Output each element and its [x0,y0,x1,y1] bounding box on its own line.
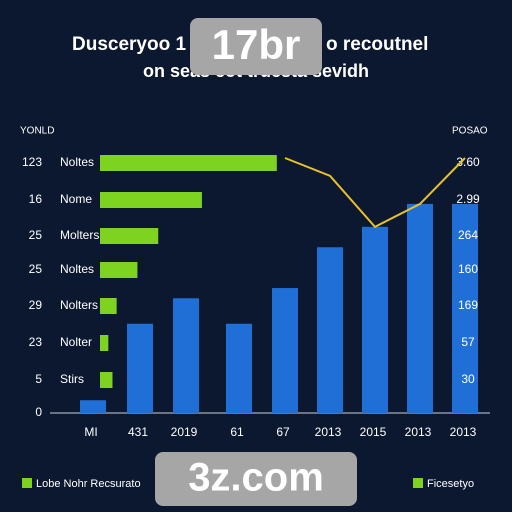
watermark-text: 17br [212,21,301,68]
row-label: Nolter [60,335,92,349]
bar [127,323,153,413]
bar [80,400,106,413]
y-tick-label: 25 [29,262,43,276]
row-bar [100,192,202,208]
x-tick-label: 67 [276,425,290,439]
right-label: 2.99 [456,192,480,206]
row-bar [100,155,277,171]
right-label: 57 [461,335,475,349]
marks: MI 431 2019 61 67 2013 2015 2013 2013 Noltes 3.60 N… [22,155,480,439]
x-tick-label: 2015 [360,425,387,439]
bar [362,226,388,413]
legend-swatch [413,478,423,488]
bar [272,288,298,413]
right-label: 264 [458,228,478,242]
row-label: Noltes [60,155,94,169]
title-left: Dusceryoo 1 [72,34,186,55]
legend-label: Lobe Nohr Recsurato [36,478,141,490]
right-label: 160 [458,262,478,276]
bar [407,203,433,413]
x-tick-label: 2013 [450,425,477,439]
right-label: 3.60 [456,155,480,169]
legend-label: Ficesetyo [427,478,474,490]
bar [173,298,199,413]
bar [226,323,252,413]
y-tick-label: 16 [29,192,43,206]
right-label: 169 [458,298,478,312]
right-axis-label: POSAO [452,126,488,137]
row-label: Nome [60,192,92,206]
x-tick-label: 431 [128,425,148,439]
row-bar [100,228,159,244]
x-tick-label: 61 [230,425,244,439]
line [284,157,466,229]
title-right: o recoutnel [326,34,428,55]
y-tick-label: 25 [29,228,43,242]
watermark-badge [155,452,357,506]
y-tick-label: 23 [29,335,43,349]
bar [452,203,478,413]
row-label: Noltes [60,262,94,276]
y-tick-label: 5 [35,372,42,386]
y-tick-label: 0 [35,405,42,419]
y-tick-label: 123 [22,155,42,169]
x-tick-label: 2019 [171,425,198,439]
legend-swatch [22,478,32,488]
row-label: Nolters [60,298,98,312]
row-label: Molters [60,228,99,242]
watermark-badge [190,18,322,75]
row-bar [100,298,117,314]
x-tick-label: 2013 [315,425,342,439]
left-axis-label: YONLD [20,126,54,137]
row-label: Stirs [60,372,84,386]
right-label: 30 [461,372,475,386]
row-bar [100,262,138,278]
row-bar [100,335,109,351]
x-tick-label: MI [84,425,97,439]
y-tick-label: 29 [29,298,43,312]
bar [317,247,343,413]
row-bar [100,372,113,388]
x-tick-label: 2013 [405,425,432,439]
watermark-text: 3z.com [188,456,324,500]
